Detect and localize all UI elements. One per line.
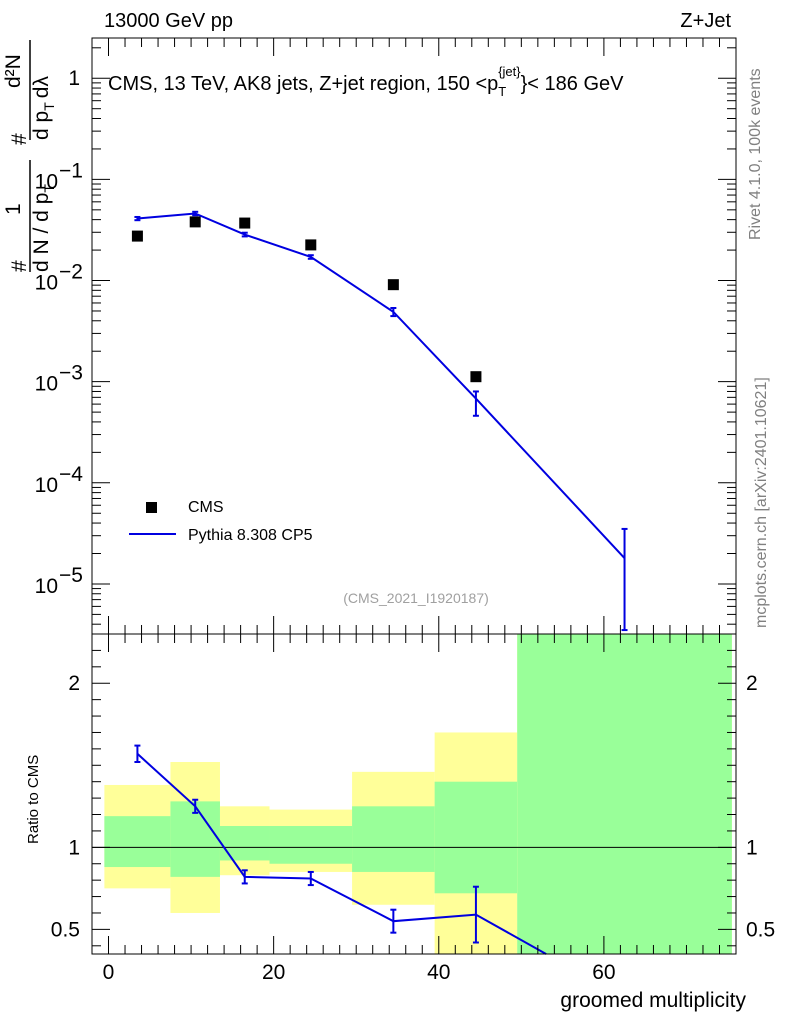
header-process: Z+Jet xyxy=(680,10,731,32)
ratio-ticks: 0 20 40 60 0.5 0.5 1 1 2 2 xyxy=(51,634,775,984)
ratio-y-tick-label: 0.5 xyxy=(51,918,80,941)
cms-point xyxy=(131,230,143,242)
ylabel-dp: d p xyxy=(30,111,53,140)
main-frame xyxy=(91,37,737,635)
header-energy: 13000 GeV pp xyxy=(104,10,233,32)
ratio-band-green xyxy=(352,806,435,872)
legend-mc-label: Pythia 8.308 CP5 xyxy=(188,527,313,544)
y-tick-label: 10 xyxy=(35,170,58,193)
x-axis-label: groomed multiplicity xyxy=(560,989,746,1012)
ratio-y-label: Ratio to CMS xyxy=(25,755,42,844)
svg-text:d N / d pT: d N / d pT xyxy=(30,184,57,272)
y-tick-label: 10 xyxy=(35,272,58,295)
y-tick-label: 1 xyxy=(68,67,80,90)
y-tick-exponent: −1 xyxy=(59,159,83,182)
y-tick-exponent: −3 xyxy=(59,362,83,385)
legend-cms-marker xyxy=(146,502,157,513)
y-tick-exponent: −5 xyxy=(59,564,83,587)
x-tick-label: 60 xyxy=(592,961,615,984)
ylabel-hash-1: # xyxy=(8,260,31,272)
cms-point xyxy=(189,216,201,228)
ratio-frame xyxy=(91,633,737,955)
ylabel-hash-2: # xyxy=(8,133,31,145)
ylabel-one: 1 xyxy=(2,203,25,215)
ratio-y-tick-label-right: 2 xyxy=(746,672,758,695)
ratio-y-tick-label-right: 1 xyxy=(746,836,758,859)
ratio-bands xyxy=(104,634,732,954)
y-tick-exponent: −2 xyxy=(59,261,83,284)
y-tick-label: 10 xyxy=(35,474,58,497)
ratio-y-tick-label-right: 0.5 xyxy=(746,918,775,941)
ratio-band-green xyxy=(170,801,220,877)
ratio-series xyxy=(134,744,547,955)
y-tick-exponent: −4 xyxy=(59,463,83,486)
main-title: CMS, 13 TeV, AK8 jets, Z+jet region, 150… xyxy=(108,64,624,99)
ratio-band-green xyxy=(434,781,518,894)
ratio-panel: 0 20 40 60 0.5 0.5 1 1 2 2 Ratio to CMS groomed m… xyxy=(25,633,775,1012)
ylabel-d2n: d²N xyxy=(2,54,25,88)
x-tick-label: 0 xyxy=(103,961,115,984)
side-rivet-text: Rivet 4.1.0, 100k events xyxy=(747,68,764,240)
y-tick-label: 10 xyxy=(35,373,58,396)
legend-cms-label: CMS xyxy=(188,499,224,516)
ylabel-dn: d N / d p xyxy=(30,193,53,272)
x-tick-label: 20 xyxy=(262,961,285,984)
main-panel: 110−110−210−310−410−5 CMS, 13 TeV, AK8 j… xyxy=(2,37,737,635)
y-tick-label: 10 xyxy=(35,575,58,598)
legend: CMS Pythia 8.308 CP5 xyxy=(129,499,313,544)
svg-text:d pTdλ: d pTdλ xyxy=(30,76,57,140)
x-tick-label: 40 xyxy=(427,961,450,984)
cms-point xyxy=(387,279,399,291)
main-y-ticks: 110−110−210−310−410−5 xyxy=(35,38,736,634)
ratio-band-green xyxy=(104,816,171,868)
cms-point xyxy=(305,239,317,251)
ratio-band-green xyxy=(269,826,353,864)
main-y-label: # 1 d N / d pT # d²N d pTdλ xyxy=(2,40,57,272)
ratio-band-green xyxy=(219,826,270,861)
ratio-band-green xyxy=(517,634,732,954)
analysis-watermark: (CMS_2021_I1920187) xyxy=(343,590,489,606)
ratio-y-tick-label: 1 xyxy=(68,836,80,859)
cms-point xyxy=(470,371,482,383)
ratio-y-tick-label: 2 xyxy=(68,672,80,695)
main-series xyxy=(131,210,628,632)
cms-point xyxy=(239,217,251,229)
side-mcplots-text: mcplots.cern.ch [arXiv:2401.10621] xyxy=(753,377,770,628)
